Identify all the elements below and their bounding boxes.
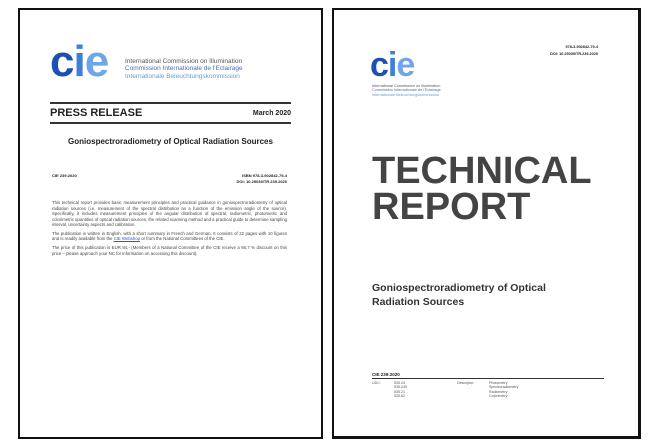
paragraph: The price of this publication is EUR 84,… [52,245,287,256]
document-title: Goniospectroradiometry of Optical Radiat… [68,137,273,146]
text: The publication is written in English, w… [52,230,287,242]
descriptor-item: Radiometry [489,389,508,394]
descriptor-item: Spectroradiometry [489,385,519,390]
document-title: Goniospectroradiometry of Optical Radiat… [372,282,546,308]
heading-report: REPORT [372,186,531,228]
isbn-text: 978-3-902842-79-4 [565,45,598,49]
technical-report-page: 978-3-902842-79-4 DOI: 10.25039/TR.239.2… [332,8,641,439]
text: or from the National Committees of the C… [140,236,225,242]
udc-list: 535.24 535.245 535.21 535.62 [394,381,407,399]
press-release-page: cie International Commission on Illumina… [18,8,323,439]
udc-item: 535.245 [394,385,407,390]
descriptor-item: Photometry [489,381,508,385]
doi-text: DOI: 10.25039/TR.239.2020 [236,179,287,184]
body-text: This technical report provides basic mea… [52,200,287,259]
descriptor-list: Photometry Spectroradiometry Radiometry … [489,381,518,399]
cie-logo: cie [370,46,415,84]
udc-item: 535.62 [394,394,405,399]
descriptor-item: Colorimetry [489,394,508,399]
org-names: International Commission on Illumination… [125,58,243,80]
org-de: Internationale Beleuchtungskommission [372,92,440,97]
paragraph: This technical report provides basic mea… [52,200,287,228]
isbn: 978-3-902842-79-4 DOI: 10.25039/TR.239.2… [550,45,598,56]
heading-technical: TECHNICAL [372,150,592,192]
descriptor-label: Descriptor: [457,381,475,385]
report-code: CIE 239:2020 [52,173,77,178]
org-names: International Commission on Illumination… [372,84,441,97]
isbn-text: ISBN 978-3-902842-79-4 [242,173,287,178]
udc-item: 535.24 [394,381,405,385]
report-code: CIE 239:2020 [372,372,400,377]
org-en: International Commission on Illumination [125,58,243,65]
cie-logo: cie [50,37,109,86]
heading: PRESS RELEASE [50,107,143,119]
udc-label: UDC: [372,381,381,385]
doi-text: DOI: 10.25039/TR.239.2020 [550,52,598,56]
udc-item: 535.21 [394,389,405,394]
org-fr: Commission Internationale de l'Eclairage [125,65,243,73]
divider [372,378,604,379]
webshop-link[interactable]: CIE Webshop [113,236,141,242]
org-en: International Commission on Illumination [372,84,441,88]
org-de: Internationale Beleuchtungskommission [125,72,240,80]
isbn: ISBN 978-3-902842-79-4 DOI: 10.25039/TR.… [237,173,287,184]
paragraph: The publication is written in English, w… [52,231,287,242]
date: March 2020 [252,109,291,117]
press-release-bar: PRESS RELEASE March 2020 [50,102,291,124]
org-fr: Commission Internationale de l'Eclairage [372,88,441,93]
